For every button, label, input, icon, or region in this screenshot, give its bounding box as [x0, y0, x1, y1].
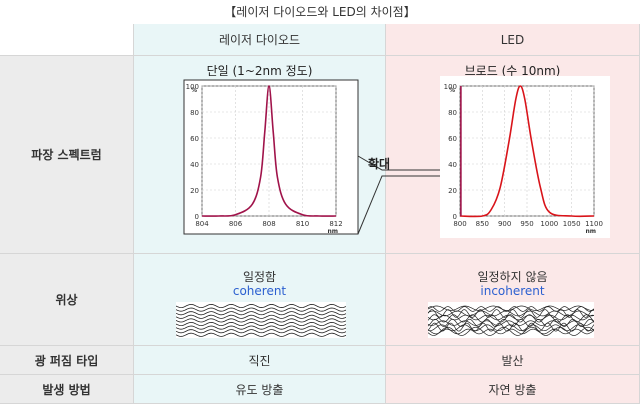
- led-spectrum-caption: 브로드 (수 10nm): [464, 64, 561, 78]
- incoherent-wave: [428, 328, 594, 335]
- incoherent-wave: [428, 314, 594, 323]
- incoherent-wave: [428, 310, 594, 317]
- coherent-wave: [176, 332, 346, 337]
- coherent-wave: [176, 303, 346, 309]
- row-label-method: 발생 방법: [0, 375, 134, 404]
- row-label-spread-text: 광 퍼짐 타입: [34, 353, 99, 368]
- led-spread-value: 발산: [501, 353, 524, 368]
- header-laser-label: 레이저 다이오드: [218, 33, 301, 47]
- laser-spectrum-caption: 단일 (1~2nm 정도): [206, 64, 313, 78]
- incoherent-wave: [428, 326, 594, 336]
- led-phase-label: 일정하지 않음: [477, 270, 548, 284]
- incoherent-wave: [428, 314, 594, 321]
- incoherent-wave: [428, 322, 594, 332]
- row-label-phase-text: 위상: [55, 293, 78, 307]
- laser-method-value: 유도 방출: [235, 382, 284, 397]
- laser-phase-en: coherent: [232, 284, 287, 298]
- coherent-wave: [176, 318, 346, 323]
- led-spread-cell: 발산: [386, 346, 640, 375]
- laser-spread-value: 직진: [248, 353, 271, 368]
- header-led: LED: [386, 24, 640, 56]
- incoherent-wave: [428, 318, 594, 327]
- laser-spread-cell: 직진: [134, 346, 386, 375]
- led-method-value: 자연 방출: [488, 382, 537, 397]
- led-spectrum-cell: 브로드 (수 10nm): [386, 56, 640, 254]
- led-phase-cell: 일정하지 않음 incoherent: [386, 254, 640, 346]
- laser-method-cell: 유도 방출: [134, 375, 386, 404]
- coherent-wave: [176, 329, 346, 334]
- led-phase-en: incoherent: [480, 284, 545, 298]
- coherent-wave-pattern: [176, 302, 346, 338]
- coherent-wave: [176, 314, 346, 319]
- coherent-wave: [176, 321, 346, 327]
- incoherent-wave-pattern: [428, 302, 594, 338]
- header-laser: 레이저 다이오드: [134, 24, 386, 56]
- coherent-wave: [176, 325, 346, 330]
- row-label-spectrum-text: 파장 스펙트럼: [31, 148, 102, 162]
- header-led-label: LED: [500, 32, 525, 47]
- laser-phase-cell: 일정함 coherent: [134, 254, 386, 346]
- row-label-spread: 광 퍼짐 타입: [0, 346, 134, 375]
- led-method-cell: 자연 방출: [386, 375, 640, 404]
- coherent-wave: [176, 307, 346, 312]
- row-label-phase: 위상: [0, 254, 134, 346]
- laser-phase-label: 일정함: [242, 270, 277, 284]
- incoherent-wave: [428, 305, 594, 311]
- row-label-spectrum: 파장 스펙트럼: [0, 56, 134, 254]
- comparison-table: 레이저 다이오드 LED 파장 스펙트럼 단일 (1~2nm 정도) 브로드 (…: [0, 24, 640, 404]
- page-title: 【레이저 다이오드와 LED의 차이점】: [224, 5, 416, 19]
- coherent-wave: [176, 311, 346, 316]
- row-label-method-text: 발생 방법: [42, 382, 91, 397]
- laser-spectrum-cell: 단일 (1~2nm 정도): [134, 56, 386, 254]
- header-corner: [0, 24, 134, 56]
